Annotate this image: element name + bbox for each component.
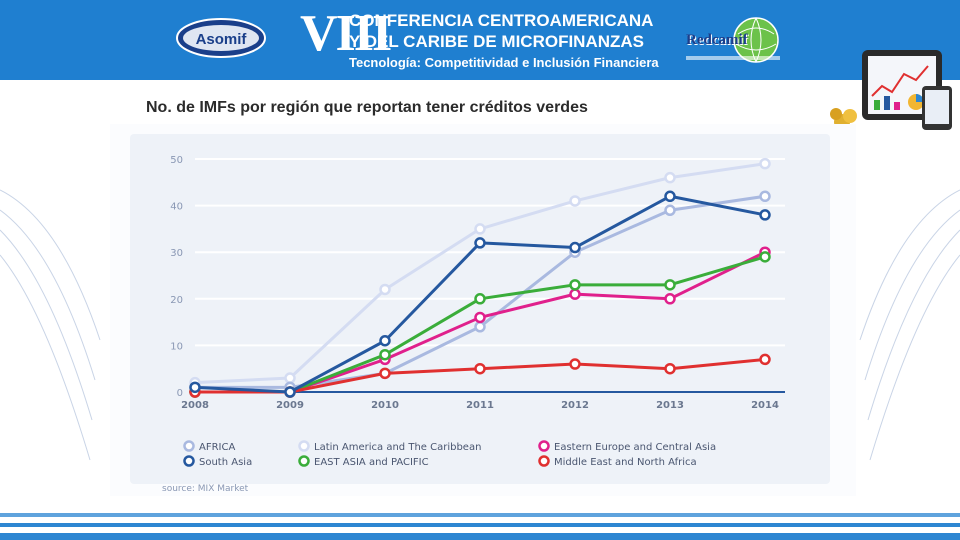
asomif-logo: Asomif <box>176 18 266 58</box>
data-point <box>474 293 486 305</box>
legend-marker <box>298 440 310 452</box>
x-tick-label: 2010 <box>371 400 399 411</box>
data-point <box>569 241 581 254</box>
y-tick-label: 20 <box>170 295 183 306</box>
conference-subtitle: Tecnología: Competitividad e Inclusión F… <box>349 55 659 70</box>
legend-marker <box>298 455 310 467</box>
footer-stripe <box>0 533 960 540</box>
data-point <box>664 190 676 203</box>
y-tick-label: 10 <box>170 341 183 352</box>
data-point <box>759 251 771 263</box>
asomif-logo-text: Asomif <box>196 31 248 48</box>
data-point <box>759 190 771 203</box>
conference-number: VIII <box>300 5 392 62</box>
data-point <box>474 311 486 324</box>
legend-label: South Asia <box>199 457 252 468</box>
data-point <box>664 171 676 184</box>
tablet-illustration-icon <box>830 50 952 130</box>
data-point <box>569 195 581 207</box>
header-banner <box>0 0 960 80</box>
legend-label: Eastern Europe and Central Asia <box>554 442 716 453</box>
line-chart: 0 10 20 30 40 50 2008 2009 2010 2011 2012 2013 2014 A… <box>170 155 785 468</box>
y-tick-label: 0 <box>177 388 183 399</box>
footer-stripe <box>0 513 960 517</box>
x-tick-label: 2014 <box>751 400 779 411</box>
data-point <box>664 279 676 291</box>
data-point <box>379 367 391 380</box>
data-point <box>569 358 581 370</box>
data-point <box>759 209 771 221</box>
data-point <box>379 334 391 347</box>
x-tick-label: 2013 <box>656 400 684 411</box>
chart-source: source: MIX Market <box>162 484 249 494</box>
redcamif-logo-text: Redcamif <box>686 32 748 48</box>
legend-marker <box>538 440 550 452</box>
x-tick-label: 2009 <box>276 400 304 411</box>
x-tick-label: 2008 <box>181 400 209 411</box>
y-tick-label: 50 <box>170 155 183 166</box>
x-tick-label: 2011 <box>466 400 494 411</box>
legend-marker <box>183 440 195 452</box>
data-point <box>474 223 486 235</box>
data-point <box>664 204 676 217</box>
data-point <box>569 279 581 291</box>
data-point <box>379 283 391 296</box>
series-line <box>194 162 766 385</box>
chart-panel: 0 10 20 30 40 50 2008 2009 2010 2011 2012 2013 2014 A… <box>130 134 830 484</box>
data-point <box>759 353 771 366</box>
data-point <box>664 293 676 305</box>
data-point <box>474 237 486 249</box>
legend-label: Latin America and The Caribbean <box>314 442 481 453</box>
x-tick-label: 2012 <box>561 400 589 411</box>
data-point <box>569 288 581 300</box>
y-tick-label: 30 <box>170 248 183 259</box>
slide-title: No. de IMFs por región que reportan tene… <box>146 99 588 116</box>
data-point <box>284 372 296 384</box>
y-tick-label: 40 <box>170 202 183 213</box>
data-point <box>664 362 676 375</box>
legend-label: AFRICA <box>199 442 235 453</box>
data-point <box>759 157 771 170</box>
legend-label: Middle East and North Africa <box>554 457 697 468</box>
background-decoration <box>0 189 960 461</box>
redcamif-globe-icon <box>686 17 780 63</box>
data-point <box>379 348 391 361</box>
data-point <box>474 362 486 375</box>
data-point <box>189 381 201 394</box>
conference-title-line2: Y DEL CARIBE DE MICROFINANZAS <box>349 32 645 51</box>
legend-label: EAST ASIA and PACIFIC <box>314 457 429 468</box>
data-point <box>284 386 296 398</box>
conference-title-line1: CONFERENCIA CENTROAMERICANA <box>349 11 654 30</box>
footer-stripe <box>0 523 960 527</box>
legend-marker <box>183 455 195 467</box>
legend-marker <box>538 455 550 467</box>
data-point <box>474 321 486 333</box>
